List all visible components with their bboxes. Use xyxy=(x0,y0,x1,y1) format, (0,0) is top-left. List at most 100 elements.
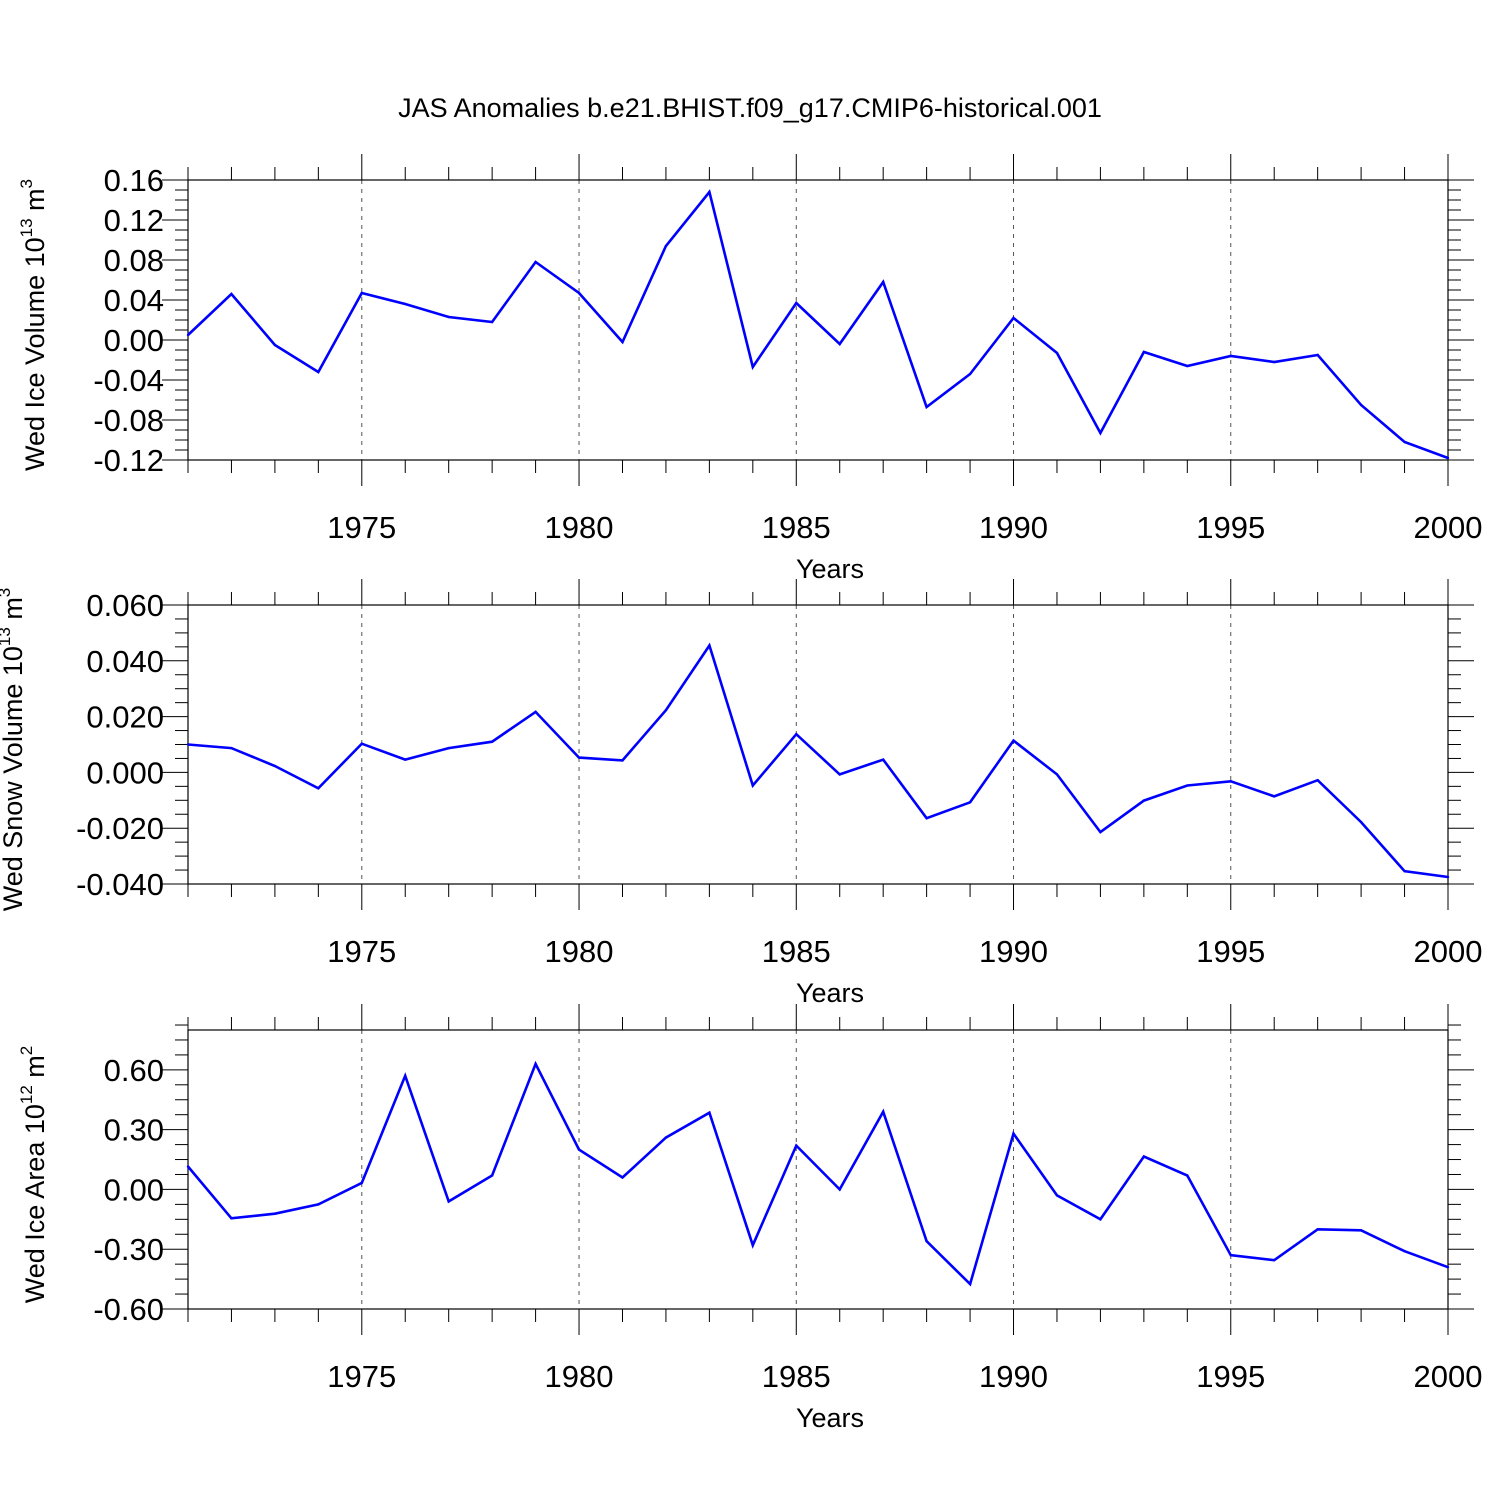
data-point xyxy=(447,746,450,750)
data-point xyxy=(577,756,581,759)
x-tick-label: 1975 xyxy=(327,510,396,545)
x-axis-title: Years xyxy=(796,1403,864,1433)
data-point xyxy=(838,342,841,346)
data-point xyxy=(1229,1253,1232,1257)
x-tick-label: 1990 xyxy=(979,510,1048,545)
y-tick-label: 0.08 xyxy=(104,243,164,278)
data-point xyxy=(1446,1265,1450,1269)
data-point xyxy=(186,1165,190,1168)
x-tick-label: 1985 xyxy=(762,510,831,545)
data-point xyxy=(1446,875,1450,879)
data-point xyxy=(577,291,581,295)
data-point xyxy=(751,784,755,787)
data-point xyxy=(230,746,233,750)
data-point xyxy=(1142,1155,1146,1158)
data-point xyxy=(186,333,190,337)
x-tick-label: 2000 xyxy=(1414,1359,1483,1394)
chart-panel-2: 0.060 0.040 0.020 0.000 -0.020 -0.040 1975 1980… xyxy=(0,579,1482,1008)
data-point xyxy=(1012,316,1015,320)
data-point xyxy=(968,372,972,376)
data-point xyxy=(1012,739,1015,742)
y-tick-label: 0.040 xyxy=(86,644,164,679)
data-point xyxy=(534,260,537,264)
data-point xyxy=(490,740,494,743)
plot-frame xyxy=(187,604,1449,885)
y-tick-label: 0.04 xyxy=(104,283,164,318)
y-tick-label: 0.060 xyxy=(86,588,164,623)
data-point xyxy=(1099,431,1102,435)
plot-frame xyxy=(187,179,1449,461)
data-point xyxy=(838,773,841,776)
x-tick-label: 1995 xyxy=(1196,1359,1265,1394)
series-line xyxy=(187,189,1449,460)
data-point xyxy=(1229,780,1232,783)
y-tick-label: 0.60 xyxy=(104,1053,164,1088)
x-tick-label: 1980 xyxy=(545,510,614,545)
data-point xyxy=(621,759,624,762)
data-point xyxy=(1055,773,1059,776)
data-point xyxy=(1186,784,1189,787)
data-point xyxy=(664,1136,668,1139)
data-point xyxy=(881,280,885,284)
y-tick-label: 0.00 xyxy=(104,323,164,358)
data-point xyxy=(795,1144,798,1147)
data-point xyxy=(273,764,277,768)
y-tick-label: 0.00 xyxy=(104,1172,164,1207)
data-point xyxy=(925,816,928,820)
data-point xyxy=(1316,353,1319,357)
data-point xyxy=(447,1200,450,1203)
data-point xyxy=(404,758,407,761)
x-tick-label: 1980 xyxy=(545,934,614,969)
y-axis-title: Wed Snow Volume 1013 m3 xyxy=(0,588,28,912)
data-point xyxy=(664,244,668,248)
data-point xyxy=(881,1110,885,1113)
data-point xyxy=(751,365,755,369)
data-point xyxy=(1229,354,1232,358)
data-point xyxy=(751,1244,755,1247)
data-point xyxy=(1403,869,1406,873)
data-point xyxy=(1273,795,1276,798)
y-tick-label: 0.12 xyxy=(104,203,164,238)
data-point xyxy=(1316,779,1319,782)
data-point xyxy=(968,1282,972,1286)
x-tick-label: 2000 xyxy=(1414,510,1483,545)
x-tick-label: 1980 xyxy=(545,1359,614,1394)
data-point xyxy=(360,1181,363,1185)
data-point xyxy=(708,1111,711,1114)
x-tick-label: 1975 xyxy=(327,934,396,969)
data-point xyxy=(186,743,190,746)
x-axis-title: Years xyxy=(796,978,864,1008)
data-point xyxy=(925,405,928,409)
x-tick-label: 1990 xyxy=(979,934,1048,969)
data-point xyxy=(1359,403,1363,407)
data-point xyxy=(317,787,320,790)
y-tick-label: -0.60 xyxy=(93,1292,164,1327)
data-point xyxy=(273,1212,277,1215)
data-point xyxy=(1055,1194,1059,1197)
y-tick-label: -0.020 xyxy=(76,811,164,846)
data-point xyxy=(273,343,277,347)
data-point xyxy=(968,801,972,804)
data-point xyxy=(577,1148,581,1151)
data-point xyxy=(1186,1174,1189,1177)
plot-frame xyxy=(187,1029,1449,1310)
data-point xyxy=(230,292,233,296)
data-point xyxy=(1142,799,1146,802)
data-point xyxy=(1099,830,1102,834)
data-point xyxy=(534,1062,537,1066)
data-point xyxy=(708,644,711,647)
y-tick-label: -0.08 xyxy=(93,403,164,438)
data-point xyxy=(317,1203,320,1206)
data-point xyxy=(1012,1132,1015,1135)
data-point xyxy=(404,1074,407,1078)
data-point xyxy=(881,758,885,761)
data-point xyxy=(621,1176,624,1179)
data-point xyxy=(1359,1229,1363,1232)
data-point xyxy=(925,1240,928,1243)
data-point xyxy=(317,370,320,374)
data-point xyxy=(664,708,668,712)
data-point xyxy=(1273,1258,1276,1262)
y-tick-label: -0.12 xyxy=(93,443,164,478)
x-tick-label: 1995 xyxy=(1196,934,1265,969)
